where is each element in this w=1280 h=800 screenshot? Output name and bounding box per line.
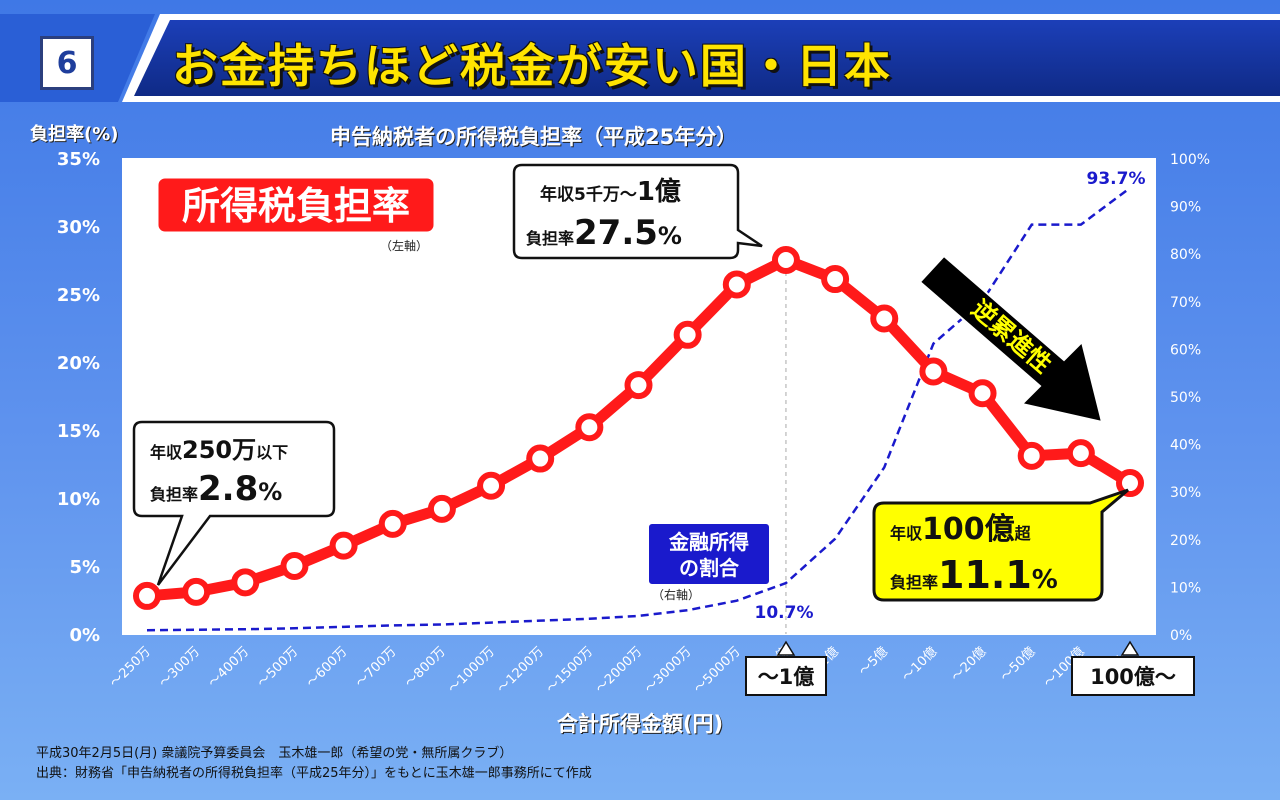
x-tick-label: 〜3000万 — [642, 644, 694, 696]
fin-axis-note: （右軸） — [652, 587, 700, 602]
left-tick-label: 25% — [57, 285, 100, 306]
tax-data-point — [1017, 441, 1046, 470]
x-tick-label: 〜10億 — [899, 644, 940, 685]
tax-label: 所得税負担率 — [182, 184, 410, 228]
fin-peak-value: 10.7% — [755, 603, 814, 623]
footer-line-1: 平成30年2月5日(月) 衆議院予算委員会 玉木雄一郎（希望の党・無所属クラブ） — [36, 746, 513, 761]
x-tick-label: 〜500万 — [255, 644, 302, 691]
tax-data-point — [378, 509, 407, 538]
right-tick-label: 100% — [1170, 152, 1210, 168]
x-tick-label: 〜800万 — [402, 644, 449, 691]
x-tick-label: 〜1500万 — [544, 644, 596, 696]
boxed-tick-1: 〜1億 — [745, 640, 827, 696]
tax-label-box — [155, 175, 437, 235]
x-tick-label: 〜20億 — [948, 644, 989, 685]
tax-data-point — [771, 246, 800, 274]
fin-label-line1: 金融所得 — [668, 530, 749, 554]
x-tick-label: 〜250万 — [107, 644, 154, 691]
svg-text:負担率11.1%: 負担率11.1% — [890, 553, 1058, 597]
tax-data-point — [870, 304, 899, 333]
svg-text:年収100億超: 年収100億超 — [890, 512, 1032, 547]
tax-data-point — [133, 581, 161, 610]
svg-text:年収5千万〜1億: 年収5千万〜1億 — [540, 177, 681, 207]
tax-data-point — [624, 371, 653, 400]
tax-data-point — [231, 568, 260, 597]
chart-title: 申告納税者の所得税負担率（平成25年分） — [330, 125, 738, 149]
right-tick-label: 50% — [1170, 390, 1201, 406]
fin-label-box — [647, 522, 771, 586]
x-tick-label: 〜400万 — [206, 644, 253, 691]
page-title: お金持ちほど税金が安い国・日本 — [172, 39, 892, 93]
tax-data-point — [526, 444, 555, 473]
svg-text:〜1億: 〜1億 — [758, 665, 815, 689]
left-tick-label: 20% — [57, 353, 100, 374]
right-tick-label: 10% — [1170, 580, 1201, 596]
svg-text:負担率27.5%: 負担率27.5% — [526, 213, 682, 253]
x-tick-label: 〜1000万 — [445, 644, 497, 696]
left-tick-label: 5% — [69, 557, 100, 578]
right-tick-label: 70% — [1170, 295, 1201, 311]
tax-data-point — [477, 471, 506, 500]
x-tick-label: 〜5000万 — [691, 644, 743, 696]
right-tick-label: 30% — [1170, 485, 1201, 501]
tax-data-point — [968, 379, 997, 408]
tax-data-point — [182, 577, 211, 606]
left-tick-label: 35% — [57, 149, 100, 170]
boxed-tick-2: 100億〜 — [1071, 640, 1195, 696]
x-tick-label: 〜5億 — [856, 644, 892, 680]
svg-text:100億〜: 100億〜 — [1090, 665, 1176, 689]
svg-text:負担率2.8%: 負担率2.8% — [150, 469, 282, 509]
tax-data-point — [821, 265, 850, 294]
x-tick-label: 〜1200万 — [495, 644, 547, 696]
x-tick-label: 〜600万 — [304, 644, 351, 691]
footer-line-2: 出典：財務省「申告納税者の所得税負担率（平成25年分）」をもとに玉木雄一郎事務所… — [36, 766, 592, 781]
callout-top-income: 年収100億超 負担率11.1% — [872, 488, 1129, 602]
tax-data-point — [722, 270, 751, 299]
right-tick-label: 0% — [1170, 628, 1192, 644]
header-banner — [0, 14, 1280, 102]
tax-data-point — [575, 413, 604, 442]
fin-label-line2: の割合 — [679, 556, 740, 580]
tax-data-point — [1066, 439, 1095, 468]
x-tick-label: 〜2000万 — [593, 644, 645, 696]
right-tick-label: 20% — [1170, 533, 1201, 549]
left-tick-label: 15% — [57, 421, 100, 442]
x-tick-label: 〜50億 — [997, 644, 1038, 685]
tax-data-point — [673, 320, 702, 349]
callout-peak: 年収5千万〜1億 負担率27.5% — [512, 163, 763, 260]
tax-data-point — [280, 552, 309, 580]
svg-text:年収250万以下: 年収250万以下 — [150, 436, 288, 464]
tax-data-point — [919, 357, 948, 386]
tax-data-point — [1116, 469, 1144, 498]
callout-low-income: 年収250万以下 負担率2.8% — [132, 420, 336, 586]
tax-data-point — [329, 531, 358, 560]
x-tick-label: 〜300万 — [156, 644, 203, 691]
section-number: 6 — [40, 36, 94, 90]
financial-income-ratio-line — [146, 186, 1131, 632]
left-tick-label: 30% — [57, 217, 100, 238]
right-tick-label: 80% — [1170, 247, 1201, 263]
left-tick-label: 0% — [69, 625, 100, 646]
x-tick-label: 〜700万 — [353, 644, 400, 691]
right-tick-label: 40% — [1170, 438, 1201, 454]
left-axis-label: 負担率(%) — [30, 124, 119, 145]
tax-axis-note: （左軸） — [380, 238, 428, 253]
tax-data-point — [427, 494, 456, 523]
left-tick-label: 10% — [57, 489, 100, 510]
right-tick-label: 90% — [1170, 200, 1201, 216]
x-axis-title: 合計所得金額(円) — [556, 712, 724, 736]
fin-top-value: 93.7% — [1087, 169, 1146, 189]
right-tick-label: 60% — [1170, 342, 1201, 358]
